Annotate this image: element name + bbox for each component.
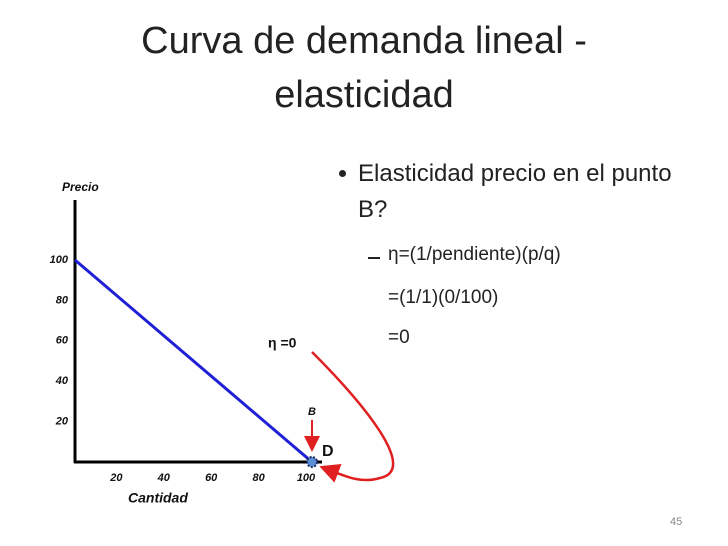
y-tick-label: 60 — [56, 335, 69, 347]
arrow — [311, 351, 395, 483]
annotation: B — [308, 406, 316, 418]
sub-bullet: =0 — [388, 327, 410, 348]
y-tick-label: 20 — [55, 416, 69, 428]
x-tick-label: 60 — [205, 472, 218, 484]
bullet: Elasticidad precio en el punto B? — [358, 160, 672, 223]
y-axis-label: Precio — [62, 180, 99, 194]
y-tick-label: 40 — [55, 375, 69, 387]
demand-line — [74, 258, 313, 464]
point-marker — [306, 456, 318, 468]
x-axis-label: Cantidad — [128, 490, 188, 506]
x-tick-label: 20 — [109, 472, 123, 484]
page-number: 45 — [670, 516, 683, 528]
x-tick-label: 100 — [297, 472, 316, 484]
bullet-dash — [368, 257, 380, 259]
annotation: η =0 — [268, 335, 297, 351]
y-tick-label: 80 — [56, 294, 69, 306]
x-tick-label: 40 — [157, 472, 171, 484]
sub-bullet: η=(1/pendiente)(p/q) — [388, 244, 561, 265]
x-tick-label: 80 — [252, 472, 265, 484]
y-tick-label: 100 — [50, 254, 69, 266]
slide-title: Curva de demanda lineal - elasticidad — [141, 20, 587, 116]
annotation: D — [322, 443, 334, 460]
bullet-dot — [339, 170, 346, 177]
sub-bullet: =(1/1)(0/100) — [388, 287, 499, 308]
